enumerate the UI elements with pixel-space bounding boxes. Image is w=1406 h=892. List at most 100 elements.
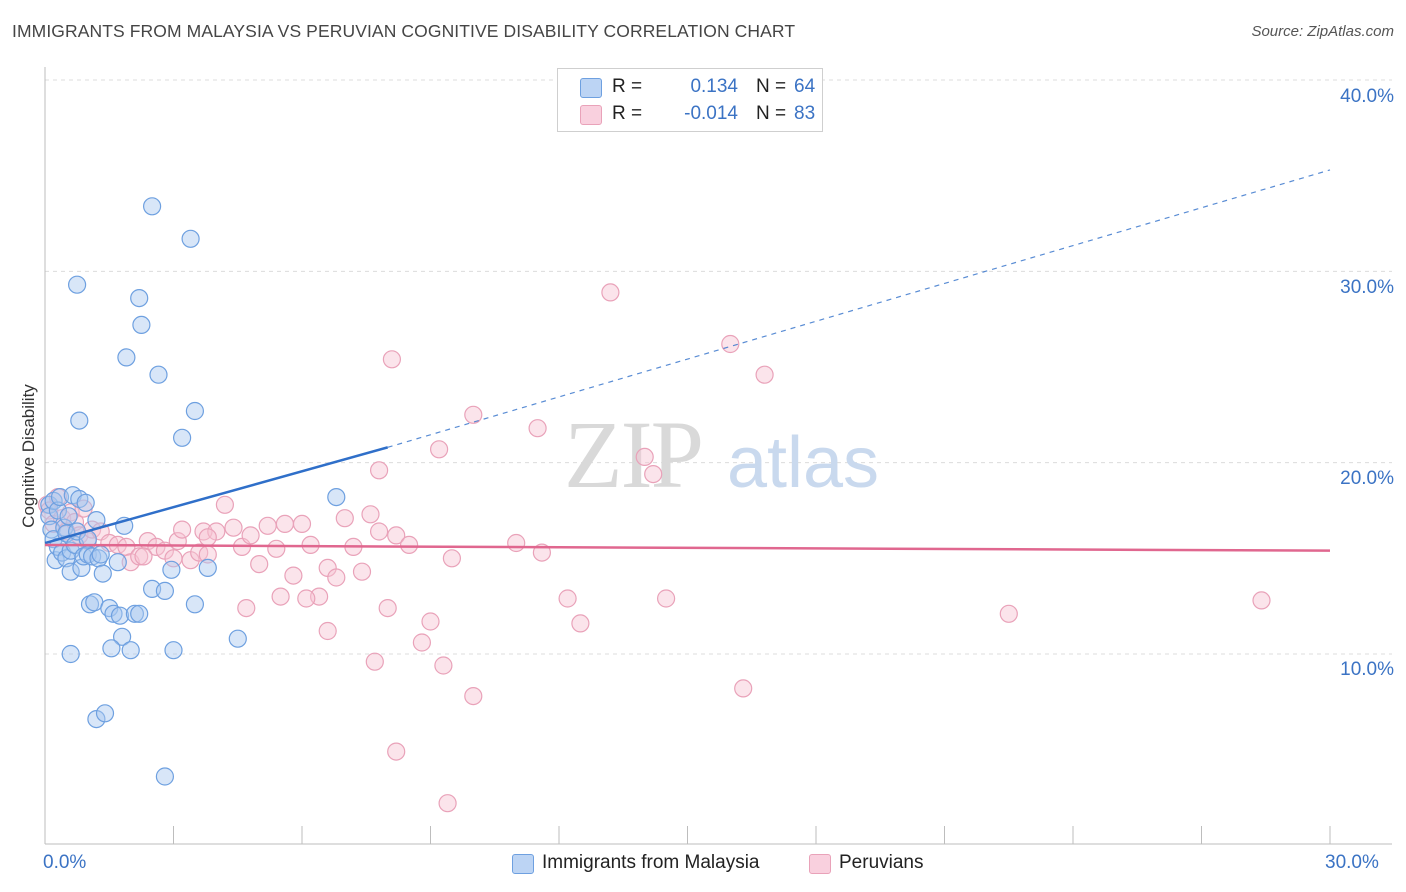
y-tick-label: 40.0%	[1340, 86, 1394, 107]
data-point	[143, 197, 162, 216]
x-tick-label-min: 0.0%	[43, 852, 87, 873]
data-point	[95, 704, 115, 723]
data-point	[181, 229, 200, 248]
data-point	[442, 549, 461, 568]
bottom-legend-swatch-blue	[512, 854, 534, 874]
legend-swatch-blue	[580, 78, 602, 98]
data-point	[601, 283, 620, 302]
data-point	[112, 627, 132, 646]
trend-line-malaysia-extension	[387, 169, 1331, 448]
data-point	[198, 558, 217, 578]
malaysia-points	[40, 197, 346, 786]
data-point	[224, 518, 243, 537]
trend-line-peruvians	[44, 543, 1331, 552]
data-point	[125, 604, 144, 623]
data-point	[102, 639, 121, 658]
legend-n-value: 83	[794, 103, 816, 124]
data-point	[155, 767, 174, 786]
legend-n-label: N =	[756, 76, 787, 97]
data-point	[365, 652, 384, 671]
data-point	[267, 539, 286, 558]
data-point	[387, 526, 406, 545]
data-point	[93, 564, 112, 583]
source-label: Source: ZipAtlas.com	[1251, 23, 1394, 40]
data-point	[327, 488, 346, 507]
watermark-zip: ZIP	[564, 401, 702, 508]
data-point	[430, 440, 449, 459]
data-point	[387, 742, 406, 761]
data-point	[110, 606, 130, 625]
data-point	[400, 535, 419, 555]
data-point	[656, 589, 676, 608]
data-point	[134, 547, 153, 566]
data-point	[370, 461, 389, 480]
data-point	[1252, 591, 1271, 610]
data-point	[635, 447, 654, 466]
data-point	[132, 315, 151, 334]
data-point	[318, 621, 337, 641]
data-point	[130, 547, 149, 566]
data-point	[352, 562, 372, 581]
data-point	[275, 514, 294, 534]
data-point	[59, 507, 78, 526]
data-point	[434, 656, 453, 675]
data-point	[185, 595, 204, 614]
data-point	[121, 641, 140, 660]
data-point	[721, 334, 740, 354]
data-point	[378, 598, 397, 618]
y-tick-label: 30.0%	[1340, 277, 1394, 298]
x-tick-label-max: 30.0%	[1325, 852, 1379, 873]
data-point	[198, 528, 217, 547]
data-point	[734, 679, 753, 698]
data-point	[185, 401, 204, 421]
trend-lines	[44, 169, 1331, 552]
peruvians-points	[37, 283, 1271, 813]
data-point	[755, 365, 774, 384]
data-point	[155, 581, 174, 601]
data-point	[108, 553, 127, 572]
data-point	[507, 533, 526, 553]
data-point	[571, 614, 590, 633]
gridlines	[45, 79, 1392, 655]
data-point	[464, 405, 483, 424]
legend-swatch-pink	[580, 105, 602, 125]
data-point	[91, 545, 110, 564]
data-point	[271, 587, 290, 606]
correlation-legend: R = 0.134 N = 64 R = -0.014 N = 83	[557, 68, 823, 132]
y-tick-label: 20.0%	[1340, 468, 1394, 489]
axes	[44, 67, 1392, 845]
data-point	[147, 537, 166, 557]
legend-n-label: N =	[756, 103, 787, 124]
data-point	[61, 644, 80, 664]
data-point	[61, 562, 80, 581]
data-point	[258, 516, 277, 535]
data-point	[70, 411, 89, 430]
data-point	[228, 629, 247, 648]
data-point	[67, 275, 87, 294]
data-point	[382, 350, 401, 369]
data-point	[438, 794, 457, 813]
bottom-legend-swatch-pink	[809, 854, 831, 874]
data-point	[237, 598, 256, 618]
data-point	[421, 612, 440, 631]
data-point	[241, 526, 260, 545]
y-tick-label: 10.0%	[1340, 659, 1394, 680]
data-point	[999, 604, 1018, 623]
data-point	[361, 505, 380, 524]
data-point	[528, 419, 547, 438]
data-point	[215, 495, 234, 514]
legend-r-label: R =	[612, 76, 643, 97]
data-point	[292, 514, 312, 534]
legend-r-value: 0.134	[690, 76, 738, 97]
data-point	[250, 554, 269, 574]
data-point	[130, 604, 149, 623]
legend-n-value: 64	[794, 76, 816, 97]
data-point	[149, 365, 168, 384]
data-point	[297, 589, 316, 608]
data-point	[558, 589, 577, 608]
watermark-atlas: atlas	[727, 423, 879, 503]
data-point	[117, 348, 136, 367]
data-point	[76, 493, 95, 512]
data-point	[48, 501, 68, 520]
